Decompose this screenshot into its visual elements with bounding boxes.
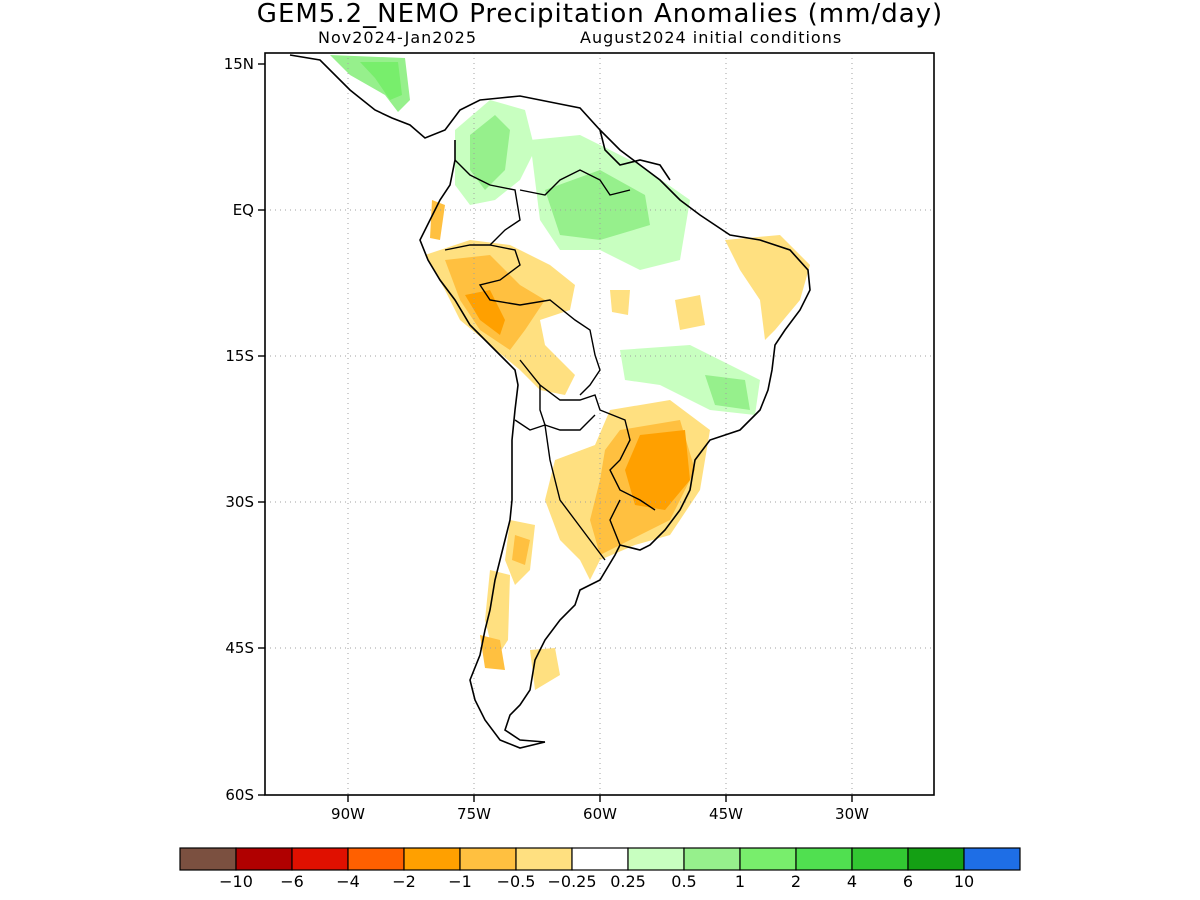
colorbar-swatch	[403, 847, 461, 871]
colorbar-label: −4	[336, 872, 360, 891]
colombia-wet-core	[470, 115, 510, 190]
period-label: Nov2024-Jan2025	[318, 28, 477, 47]
lat-tick-45s: 45S	[225, 639, 254, 657]
initial-conditions-label: August2024 initial conditions	[580, 28, 843, 47]
colorbar-swatch	[235, 847, 293, 871]
colorbar-swatch	[795, 847, 853, 871]
colorbar-swatch	[179, 847, 237, 871]
country-borders	[444, 159, 656, 561]
lon-tick-30w: 30W	[835, 805, 869, 823]
colorbar	[179, 847, 1021, 871]
colorbar-swatch	[571, 847, 629, 871]
lat-tick-60s: 60S	[225, 786, 254, 804]
lat-tick-15n: 15N	[223, 55, 254, 73]
central-brazil-dry-patch	[675, 295, 705, 330]
patagonia-dry	[485, 570, 510, 660]
colorbar-swatch	[627, 847, 685, 871]
colorbar-label: −2	[392, 872, 416, 891]
colorbar-label: −6	[280, 872, 304, 891]
bahia-dry-patch	[610, 290, 630, 315]
colorbar-swatch	[515, 847, 573, 871]
colorbar-swatch	[907, 847, 965, 871]
lat-tick-30s: 30S	[225, 493, 254, 511]
colorbar-label: 1	[734, 872, 746, 891]
southeast-brazil-dry-max	[625, 430, 690, 510]
lat-tick-15s: 15S	[225, 347, 254, 365]
colorbar-label: −1	[448, 872, 472, 891]
ecuador-dry	[430, 200, 445, 240]
colorbar-label: 2	[790, 872, 802, 891]
colorbar-label: 0.5	[671, 872, 697, 891]
lon-tick-60w: 60W	[583, 805, 617, 823]
lat-tick-eq: EQ	[232, 201, 254, 219]
venezuela-amazon-wet-core	[545, 170, 650, 240]
colorbar-swatch	[739, 847, 797, 871]
colorbar-swatch	[347, 847, 405, 871]
colorbar-swatch	[683, 847, 741, 871]
lon-tick-45w: 45W	[709, 805, 743, 823]
central-america-wet-core	[360, 62, 402, 100]
colorbar-label: 4	[846, 872, 858, 891]
map-title: GEM5.2_NEMO Precipitation Anomalies (mm/…	[256, 0, 944, 29]
argentina-dry-core	[512, 535, 530, 565]
colorbar-swatch	[851, 847, 909, 871]
northeast-brazil-dry	[725, 235, 810, 340]
patagonia-coast-dry	[530, 648, 560, 690]
colorbar-label: 0.25	[610, 872, 646, 891]
colorbar-label: 10	[953, 872, 975, 891]
colorbar-label: 6	[902, 872, 914, 891]
coastline	[289, 54, 811, 749]
colorbar-swatch	[963, 847, 1021, 871]
colorbar-swatch	[459, 847, 517, 871]
axis-ticks	[258, 63, 853, 802]
anomaly-shading	[330, 55, 810, 690]
lon-tick-90w: 90W	[331, 805, 365, 823]
colorbar-label: −0.5	[496, 872, 536, 891]
lat-lon-grid	[265, 53, 934, 795]
central-brazil-wet-core	[705, 375, 750, 410]
colorbar-swatch	[291, 847, 349, 871]
colorbar-label: −10	[219, 872, 253, 891]
lon-tick-75w: 75W	[457, 805, 491, 823]
south-chile-dry	[480, 635, 505, 670]
colorbar-label: −0.25	[547, 872, 597, 891]
